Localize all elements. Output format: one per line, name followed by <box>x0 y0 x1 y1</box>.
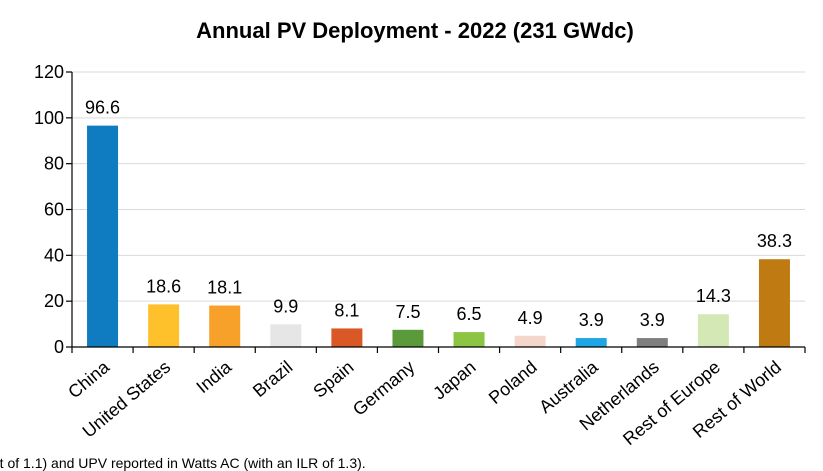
data-label: 4.9 <box>518 308 543 328</box>
data-label: 3.9 <box>579 310 604 330</box>
category-label: Poland <box>485 357 541 408</box>
category-label: Japan <box>429 357 479 404</box>
bar <box>148 304 180 347</box>
bar <box>514 335 546 347</box>
y-tick-label: 20 <box>44 291 64 311</box>
data-label: 9.9 <box>273 296 298 316</box>
data-label: 6.5 <box>457 304 482 324</box>
bar <box>697 314 729 347</box>
category-label: Germany <box>349 357 419 420</box>
data-label: 14.3 <box>696 286 731 306</box>
data-label: 18.1 <box>207 278 242 298</box>
bar <box>270 324 302 347</box>
bar <box>636 338 668 347</box>
data-label: 38.3 <box>757 231 792 251</box>
bars <box>87 125 790 347</box>
bar <box>575 338 607 347</box>
chart-title: Annual PV Deployment - 2022 (231 GWdc) <box>196 18 634 43</box>
bar <box>758 259 790 347</box>
bar <box>209 305 241 347</box>
bar <box>392 329 424 347</box>
data-label: 96.6 <box>85 98 120 118</box>
y-tick-labels: 0 20 40 60 80 100 120 <box>34 62 64 357</box>
y-tick-label: 0 <box>54 337 64 357</box>
data-label: 3.9 <box>640 310 665 330</box>
category-label: Spain <box>309 357 357 402</box>
category-label: China <box>64 356 114 402</box>
data-label: 8.1 <box>334 300 359 320</box>
gridlines <box>72 71 805 302</box>
bar <box>87 125 119 347</box>
bar <box>453 332 485 347</box>
y-tick-label: 100 <box>34 108 64 128</box>
y-tick-label: 80 <box>44 154 64 174</box>
y-tick-label: 40 <box>44 245 64 265</box>
data-labels: 96.6 18.6 18.1 9.9 8.1 7.5 6.5 4.9 3.9 3.9 14.3 38.… <box>85 98 792 330</box>
y-tick-label: 120 <box>34 62 64 82</box>
data-label: 18.6 <box>146 276 181 296</box>
axes <box>66 71 806 353</box>
footnote: ...t of 1.1) and UPV reported in Watts A… <box>0 455 366 471</box>
data-label: 7.5 <box>395 302 420 322</box>
y-tick-label: 60 <box>44 200 64 220</box>
bar <box>331 328 363 347</box>
category-label: India <box>193 356 237 397</box>
category-label: Brazil <box>249 357 296 401</box>
